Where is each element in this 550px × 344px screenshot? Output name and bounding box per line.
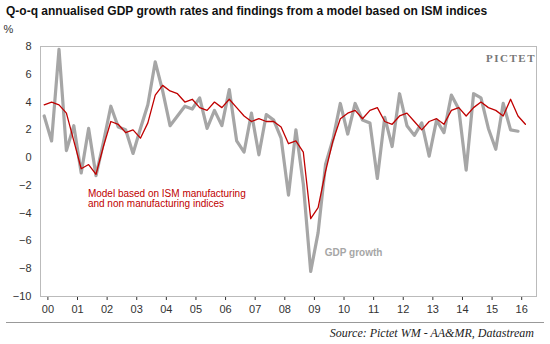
svg-text:−2: −2: [19, 179, 32, 191]
html-text:Source: Pictet WM - AA&MR, Dat: Source: Pictet WM - AA&MR, Datastream: [329, 326, 534, 340]
svg-text:01: 01: [71, 303, 83, 315]
svg-text:09: 09: [308, 303, 320, 315]
svg-text:12: 12: [397, 303, 409, 315]
svg-text:04: 04: [160, 303, 172, 315]
svg-text:05: 05: [190, 303, 202, 315]
svg-text:0: 0: [25, 151, 31, 163]
svg-text:06: 06: [219, 303, 231, 315]
svg-text:Model based on ISM manufacturi: Model based on ISM manufacturingand non …: [88, 188, 246, 209]
svg-text:4: 4: [25, 96, 31, 108]
svg-text:11: 11: [368, 303, 379, 315]
svg-text:−4: −4: [19, 207, 32, 219]
svg-text:15: 15: [486, 303, 498, 315]
svg-text:8: 8: [25, 40, 31, 52]
svg-text:02: 02: [101, 303, 113, 315]
svg-text:14: 14: [456, 303, 468, 315]
svg-text:%: %: [4, 23, 14, 35]
svg-text:08: 08: [279, 303, 291, 315]
svg-text:−6: −6: [19, 234, 32, 246]
svg-text:07: 07: [249, 303, 261, 315]
svg-text:13: 13: [427, 303, 439, 315]
svg-text:03: 03: [131, 303, 143, 315]
svg-text:10: 10: [338, 303, 350, 315]
html-text:Q-o-q annualised GDP growth ra: Q-o-q annualised GDP growth rates and fi…: [6, 4, 488, 18]
html-text:PICTET: PICTET: [486, 52, 536, 64]
svg-text:−8: −8: [19, 262, 32, 274]
svg-text:2: 2: [25, 123, 31, 135]
svg-text:16: 16: [516, 303, 528, 315]
svg-text:GDP growth: GDP growth: [325, 247, 383, 258]
svg-text:00: 00: [42, 303, 54, 315]
svg-text:6: 6: [25, 68, 31, 80]
svg-text:−10: −10: [13, 290, 32, 302]
